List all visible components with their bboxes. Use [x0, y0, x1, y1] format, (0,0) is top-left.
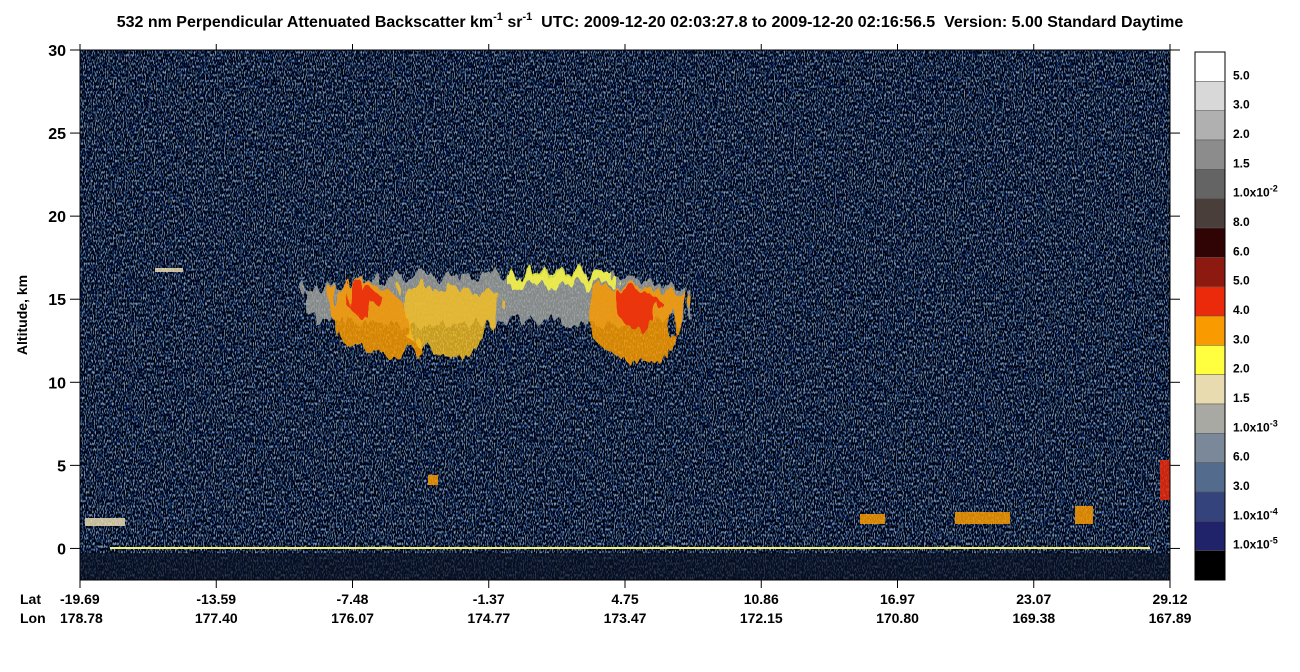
title-exp: -1	[493, 11, 503, 23]
x-row-name: Lon	[20, 610, 46, 626]
colorbar-label-text: 2.0	[1233, 127, 1250, 141]
colorbar-label: 2.0	[1233, 362, 1250, 376]
colorbar-label-exp: -5	[1270, 536, 1278, 546]
colorbar-swatch	[1194, 345, 1226, 375]
x-tick-label: 177.40	[195, 610, 238, 626]
x-tick-label: 167.89	[1149, 610, 1192, 626]
colorbar-label-exp: -4	[1270, 506, 1278, 516]
y-tick-label: 15	[48, 292, 66, 309]
plot-area	[79, 49, 1171, 581]
x-tick-label: 23.07	[1016, 591, 1051, 607]
colorbar-label: 1.5	[1233, 391, 1250, 405]
x-row-name: Lat	[20, 591, 41, 607]
colorbar-swatch	[1194, 374, 1226, 405]
low-clouds	[85, 268, 1170, 526]
colorbar-label: 5.0	[1233, 274, 1250, 288]
colorbar-label-text: 3.0	[1233, 98, 1250, 112]
x-tick-label: -13.59	[196, 591, 236, 607]
colorbar-label-text: 1.0x10	[1233, 420, 1270, 434]
x-tick-label: 173.47	[604, 610, 647, 626]
y-tick-label: 5	[57, 458, 66, 475]
y-tick-label: 30	[48, 43, 66, 60]
x-tick-label: 10.86	[744, 591, 779, 607]
colorbar-swatch	[1194, 550, 1226, 581]
colorbar-swatch	[1194, 521, 1226, 551]
x-tick-label: -19.69	[60, 591, 100, 607]
colorbar-label-text: 5.0	[1233, 68, 1250, 82]
colorbar-label-text: 6.0	[1233, 244, 1250, 258]
colorbar-label: 3.0	[1233, 479, 1250, 493]
cirrus-cloud	[305, 270, 690, 363]
colorbar-label: 1.0x10-3	[1233, 418, 1278, 434]
colorbar-label-text: 3.0	[1233, 479, 1250, 493]
y-tick-label: 25	[48, 126, 66, 143]
colorbar-label-text: 1.5	[1233, 156, 1250, 170]
y-tick-label: 0	[57, 541, 66, 558]
below-surface	[80, 553, 1170, 580]
x-tick-label: 172.15	[740, 610, 783, 626]
colorbar-label: 4.0	[1233, 303, 1250, 317]
colorbar-label-text: 8.0	[1233, 215, 1250, 229]
title-unit: sr	[503, 14, 523, 31]
colorbar-swatch	[1194, 198, 1226, 229]
x-tick-label: 174.77	[467, 610, 510, 626]
x-tick-label: 176.07	[331, 610, 374, 626]
colorbar-swatch	[1194, 139, 1226, 170]
colorbar-swatch	[1194, 403, 1226, 434]
colorbar-label-text: 1.0x10	[1233, 508, 1270, 522]
colorbar-label-exp: -3	[1270, 418, 1278, 428]
colorbar-swatch	[1194, 51, 1226, 82]
colorbar-label: 1.0x10-2	[1233, 184, 1278, 200]
colorbar-label-text: 1.5	[1233, 391, 1250, 405]
title-rest: UTC: 2009-12-20 02:03:27.8 to 2009-12-20…	[532, 14, 1183, 31]
colorbar-swatch	[1194, 227, 1226, 258]
colorbar-label-text: 6.0	[1233, 450, 1250, 464]
title-text: 532 nm Perpendicular Attenuated Backscat…	[117, 14, 493, 31]
x-tick-label: -7.48	[337, 591, 369, 607]
colorbar-label-exp: -2	[1270, 184, 1278, 194]
x-tick-label: 29.12	[1152, 591, 1187, 607]
y-tick-label: 20	[48, 209, 66, 226]
colorbar-label-text: 1.0x10	[1233, 186, 1270, 200]
x-tick-label: -1.37	[473, 591, 505, 607]
colorbar-label-text: 2.0	[1233, 362, 1250, 376]
x-tick-label: 178.78	[60, 610, 103, 626]
colorbar-label-text: 1.0x10	[1233, 538, 1270, 552]
colorbar-swatch	[1194, 433, 1226, 463]
colorbar-frame	[1194, 51, 1226, 581]
title-exp: -1	[523, 11, 533, 23]
colorbar-label: 1.0x10-5	[1233, 536, 1278, 552]
x-tick-label: 169.38	[1012, 610, 1055, 626]
colorbar-label-text: 3.0	[1233, 332, 1250, 346]
y-axis-label: Altitude, km	[14, 275, 30, 355]
colorbar-label-text: 4.0	[1233, 303, 1250, 317]
colorbar-swatch	[1194, 169, 1226, 199]
colorbar-label: 6.0	[1233, 450, 1250, 464]
x-tick-label: 170.80	[876, 610, 919, 626]
colorbar-label-text: 5.0	[1233, 274, 1250, 288]
colorbar-swatch	[1194, 257, 1226, 287]
colorbar-label: 3.0	[1233, 332, 1250, 346]
colorbar-swatch	[1194, 286, 1226, 317]
colorbar-label: 1.0x10-4	[1233, 506, 1278, 522]
chart-title: 532 nm Perpendicular Attenuated Backscat…	[117, 11, 1184, 31]
colorbar-label: 8.0	[1233, 215, 1250, 229]
colorbar-label: 5.0	[1233, 68, 1250, 82]
colorbar-label: 6.0	[1233, 244, 1250, 258]
colorbar-swatch	[1194, 462, 1226, 493]
colorbar-label: 2.0	[1233, 127, 1250, 141]
colorbar-label: 1.5	[1233, 156, 1250, 170]
colorbar-swatch	[1194, 315, 1226, 346]
colorbar-label: 3.0	[1233, 98, 1250, 112]
y-tick-label: 10	[48, 375, 66, 392]
colorbar-swatch	[1194, 110, 1226, 141]
colorbar-swatch	[1194, 491, 1226, 522]
colorbar-swatch	[1194, 81, 1226, 111]
x-tick-label: 16.97	[880, 591, 915, 607]
x-tick-label: 4.75	[611, 591, 638, 607]
